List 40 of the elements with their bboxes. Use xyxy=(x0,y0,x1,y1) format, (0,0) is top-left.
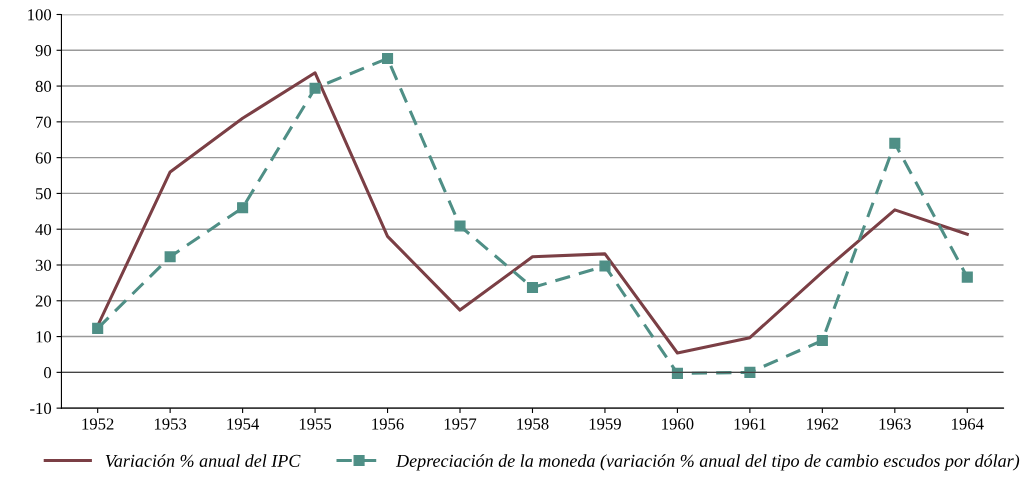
x-tick-label: 1963 xyxy=(879,418,911,430)
y-tick-label: 30 xyxy=(35,259,52,271)
point xyxy=(599,260,611,272)
point xyxy=(889,137,901,149)
y-tick-label: -10 xyxy=(30,402,52,415)
x-tick-label: 1956 xyxy=(372,418,404,430)
point xyxy=(381,52,394,65)
point xyxy=(237,202,249,214)
y-tick-label: 50 xyxy=(36,188,52,200)
y-tick-label: 10 xyxy=(36,331,52,343)
y-tick-label: 40 xyxy=(35,223,52,236)
x-tick-label: 1961 xyxy=(734,418,766,430)
y-tick-label: 100 xyxy=(28,9,52,21)
legend-label: Depreciación de la moneda (variación % anual del tipo de cambio escudos por dólar) xyxy=(395,454,1020,471)
x-tick-label: 1953 xyxy=(154,418,187,430)
x-tick-label: 1957 xyxy=(444,418,477,430)
legend-label: Variación % anual del IPC xyxy=(105,454,301,468)
x-tick-label: 1962 xyxy=(807,418,839,430)
point xyxy=(526,281,539,294)
x-tick-label: 1954 xyxy=(227,418,260,430)
y-tick-label: 80 xyxy=(35,80,52,93)
point xyxy=(309,82,321,94)
x-tick-label: 1964 xyxy=(952,418,984,430)
point xyxy=(454,220,466,232)
x-tick-label: 1959 xyxy=(589,418,621,430)
point xyxy=(671,367,683,379)
y-tick-label: 60 xyxy=(35,152,52,164)
y-tick-label: 70 xyxy=(36,116,52,128)
point xyxy=(164,251,176,263)
y-tick-label: 0 xyxy=(44,367,52,379)
y-tick-label: 90 xyxy=(35,44,52,57)
x-tick-label: 1960 xyxy=(662,418,694,430)
x-tick-label: 1955 xyxy=(299,418,332,430)
point xyxy=(744,366,756,378)
y-tick-label: 20 xyxy=(35,295,52,307)
point xyxy=(961,271,973,283)
x-tick-label: 1952 xyxy=(82,418,114,430)
x-tick-label: 1958 xyxy=(517,418,549,430)
point xyxy=(92,322,104,334)
point xyxy=(816,334,828,347)
